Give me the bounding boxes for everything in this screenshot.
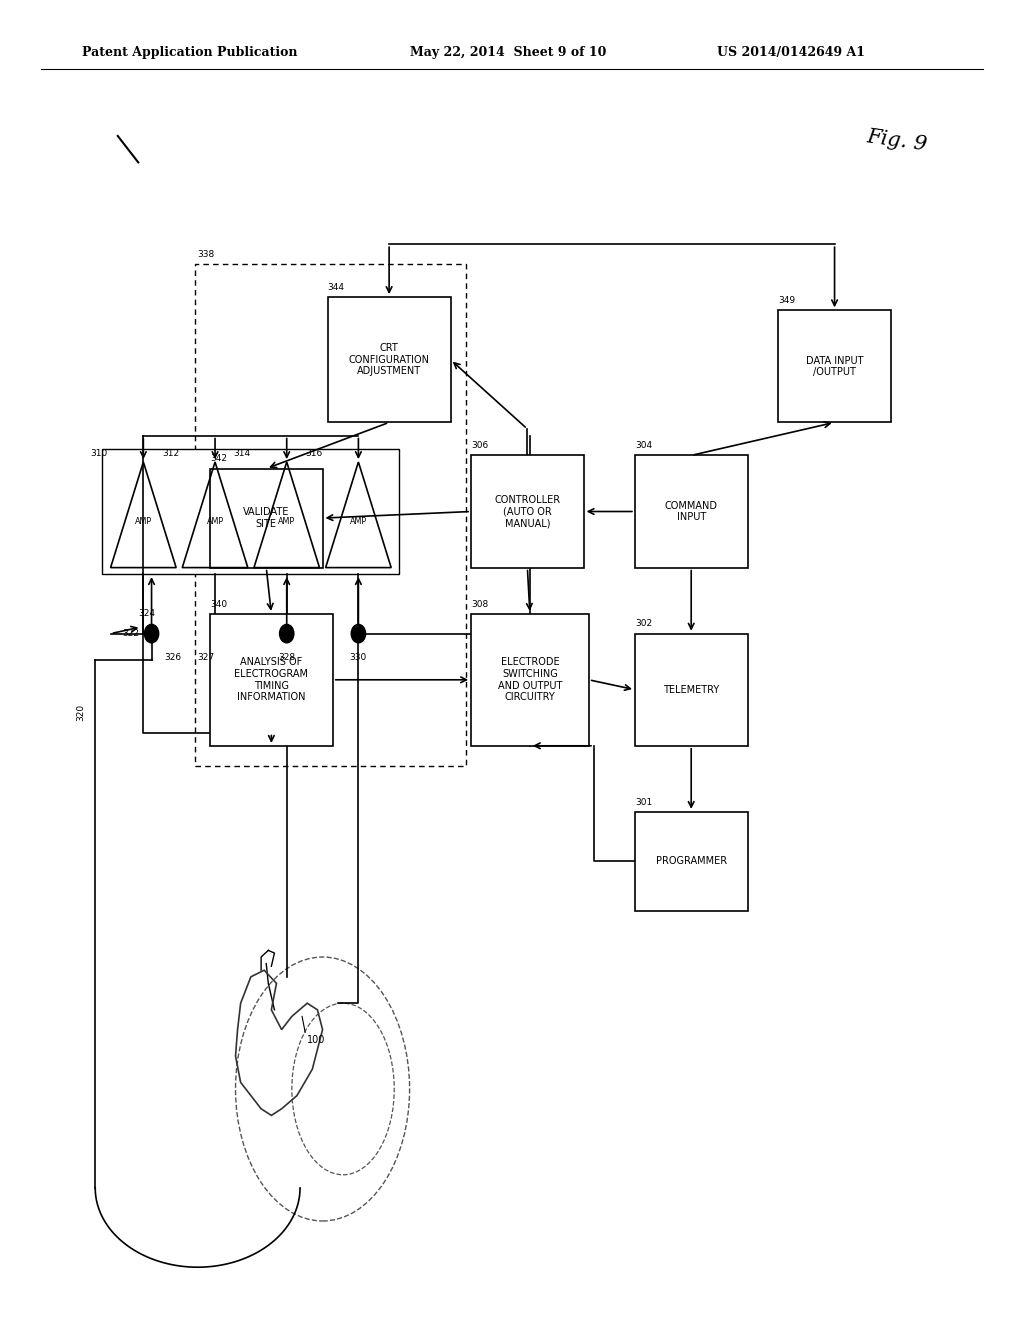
Text: 330: 330 <box>350 653 367 663</box>
Bar <box>778 310 891 422</box>
Circle shape <box>351 624 366 643</box>
Text: Fig. 9: Fig. 9 <box>865 128 929 154</box>
Text: AMP: AMP <box>135 517 152 525</box>
Text: 312: 312 <box>162 449 179 458</box>
Circle shape <box>144 624 159 643</box>
Text: 324: 324 <box>138 609 155 618</box>
Text: 327: 327 <box>198 653 215 663</box>
Text: PROGRAMMER: PROGRAMMER <box>655 857 727 866</box>
Text: 328: 328 <box>279 653 295 663</box>
Text: 314: 314 <box>233 449 251 458</box>
Text: 340: 340 <box>210 599 227 609</box>
Text: 326: 326 <box>164 653 181 663</box>
Text: AMP: AMP <box>350 517 367 525</box>
Text: 316: 316 <box>305 449 323 458</box>
Text: May 22, 2014  Sheet 9 of 10: May 22, 2014 Sheet 9 of 10 <box>410 46 606 59</box>
Bar <box>328 297 451 422</box>
Text: 310: 310 <box>90 449 108 458</box>
Text: 338: 338 <box>198 249 215 259</box>
Text: 344: 344 <box>328 282 345 292</box>
Text: CONTROLLER
(AUTO OR
MANUAL): CONTROLLER (AUTO OR MANUAL) <box>495 495 560 528</box>
Bar <box>210 469 323 568</box>
Text: 342: 342 <box>210 454 227 463</box>
Text: 322: 322 <box>122 630 139 638</box>
Text: TELEMETRY: TELEMETRY <box>664 685 719 694</box>
Bar <box>635 455 748 568</box>
Text: 308: 308 <box>471 599 488 609</box>
Circle shape <box>280 624 294 643</box>
Text: DATA INPUT
/OUTPUT: DATA INPUT /OUTPUT <box>806 355 863 378</box>
Text: COMMAND
INPUT: COMMAND INPUT <box>665 500 718 523</box>
Text: VALIDATE
SITE: VALIDATE SITE <box>243 507 290 529</box>
Bar <box>102 449 399 574</box>
Text: 100: 100 <box>307 1035 326 1045</box>
Text: 306: 306 <box>471 441 488 450</box>
Bar <box>635 634 748 746</box>
Text: ELECTRODE
SWITCHING
AND OUTPUT
CIRCUITRY: ELECTRODE SWITCHING AND OUTPUT CIRCUITRY <box>498 657 562 702</box>
Text: 302: 302 <box>635 619 652 628</box>
Bar <box>471 455 584 568</box>
Bar <box>471 614 589 746</box>
Text: 304: 304 <box>635 441 652 450</box>
Text: 301: 301 <box>635 797 652 807</box>
Text: AMP: AMP <box>207 517 223 525</box>
Ellipse shape <box>236 957 410 1221</box>
Text: AMP: AMP <box>279 517 295 525</box>
Text: US 2014/0142649 A1: US 2014/0142649 A1 <box>717 46 865 59</box>
Bar <box>635 812 748 911</box>
Text: ANALYSIS OF
ELECTROGRAM
TIMING
INFORMATION: ANALYSIS OF ELECTROGRAM TIMING INFORMATI… <box>234 657 308 702</box>
Text: 349: 349 <box>778 296 796 305</box>
Text: CRT
CONFIGURATION
ADJUSTMENT: CRT CONFIGURATION ADJUSTMENT <box>348 343 430 376</box>
Text: 320: 320 <box>76 705 85 721</box>
Bar <box>210 614 333 746</box>
Text: Patent Application Publication: Patent Application Publication <box>82 46 297 59</box>
Bar <box>195 264 466 766</box>
